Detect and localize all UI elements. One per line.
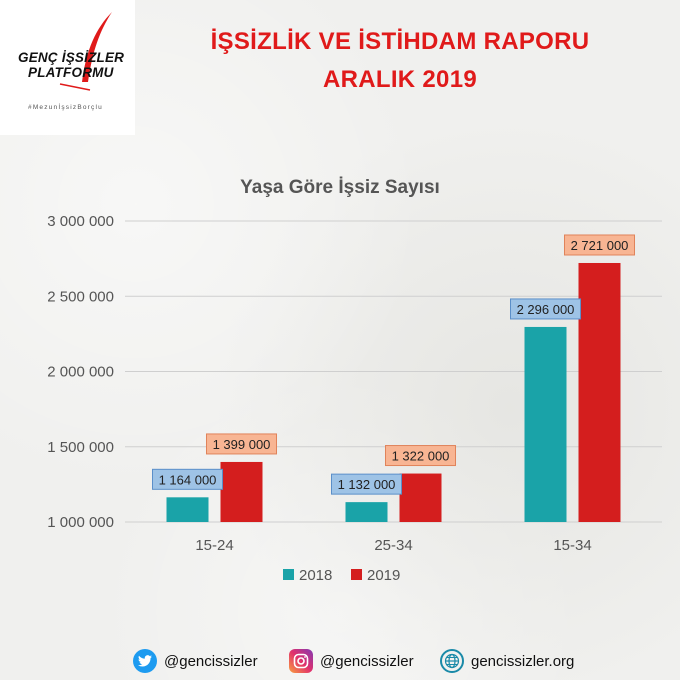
legend-swatch-2018 <box>283 569 294 580</box>
x-tick-label: 15-34 <box>553 537 591 554</box>
data-label-box <box>152 468 223 490</box>
report-title: İŞSİZLİK VE İSTİHDAM RAPORU <box>210 28 590 55</box>
instagram-handle: @gencissizler <box>320 652 414 670</box>
twitter-link[interactable]: @gencissizler <box>133 648 258 674</box>
data-label: 1 399 000 <box>213 437 271 452</box>
data-label-box <box>385 445 456 467</box>
bar-2018-15-24 <box>166 497 209 522</box>
data-label-box <box>510 298 581 320</box>
bar-2018-15-34 <box>524 326 567 522</box>
y-tick-label: 1 000 000 <box>47 514 114 531</box>
data-label-box <box>206 433 277 455</box>
legend-label: 2018 <box>299 567 332 584</box>
y-tick-label: 1 500 000 <box>47 439 114 456</box>
website-url: gencissizler.org <box>471 652 575 670</box>
globe-icon <box>440 649 464 673</box>
logo: GENÇ İŞSİZLER PLATFORMU #MezunİşsizBorçl… <box>0 0 135 135</box>
chart-title: Yaşa Göre İşsiz Sayısı <box>240 177 440 198</box>
logo-swoosh-icon <box>59 12 112 91</box>
twitter-icon <box>133 649 157 673</box>
logo-tagline: #MezunİşsizBorçlu <box>28 104 103 111</box>
data-label: 1 164 000 <box>159 472 217 487</box>
data-label-box <box>331 473 402 495</box>
bar-2019-15-24 <box>220 461 263 522</box>
legend-swatch-2019 <box>351 569 362 580</box>
logo-text-line1: GENÇ İŞSİZLER <box>18 50 125 65</box>
instagram-link[interactable]: @gencissizler <box>289 648 414 674</box>
x-tick-label: 25-34 <box>374 537 412 554</box>
bar-2018-25-34 <box>345 502 388 522</box>
report-subtitle: ARALIK 2019 <box>322 66 477 93</box>
data-label: 1 322 000 <box>392 449 450 464</box>
x-tick-label: 15-24 <box>195 537 233 554</box>
instagram-icon <box>289 649 313 673</box>
bar-chart: Yaşa Göre İşsiz Sayısı 1 000 000 1 500 000… <box>47 177 662 584</box>
legend-label: 2019 <box>367 567 400 584</box>
y-tick-label: 2 500 000 <box>47 288 114 305</box>
twitter-handle: @gencissizler <box>164 652 258 670</box>
bar-2019-25-34 <box>399 473 442 522</box>
footer: @gencissizler @gencissizler gencissizler… <box>0 648 680 674</box>
bar-2019-15-34 <box>578 262 621 522</box>
y-tick-label: 3 000 000 <box>47 213 114 230</box>
y-tick-label: 2 000 000 <box>47 364 114 381</box>
logo-text-line2: PLATFORMU <box>28 65 114 80</box>
data-label: 1 132 000 <box>338 477 396 492</box>
website-link[interactable]: gencissizler.org <box>440 648 574 674</box>
data-label: 2 296 000 <box>517 302 575 317</box>
data-label-box <box>564 234 635 256</box>
data-label: 2 721 000 <box>571 238 629 253</box>
